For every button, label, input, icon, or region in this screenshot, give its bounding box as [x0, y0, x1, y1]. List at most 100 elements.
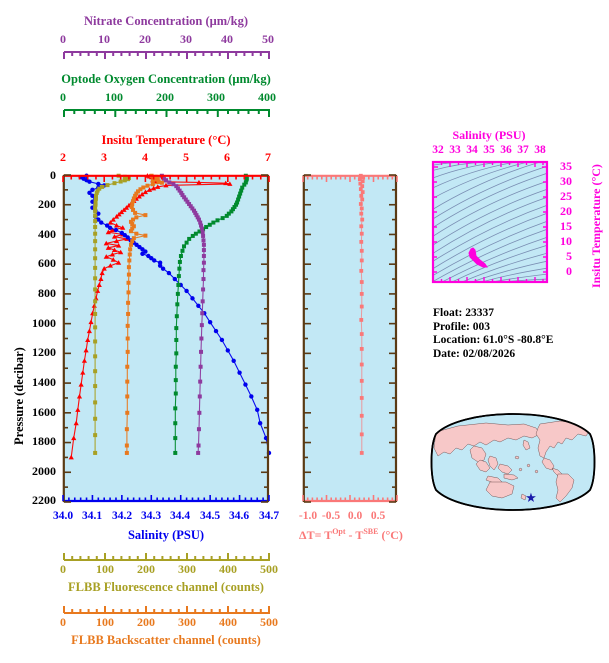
delta-t-tick-3: 0.5	[370, 510, 386, 522]
temperature-tick-0: 2	[60, 150, 66, 164]
salinity-tick-0: 34.0	[52, 510, 74, 522]
pressure-tick-10: 2000	[32, 464, 56, 478]
pressure-tick-3: 600	[38, 256, 56, 270]
delta-t-tick-0: -1.0	[298, 510, 318, 522]
temperature-axis-title: Insitu Temperature (°C)	[101, 133, 231, 147]
ts-temperature-title: Insitu Temperature (°C)	[589, 164, 603, 288]
temperature-tick-2: 4	[142, 150, 148, 164]
ts-salinity-tick-0: 32	[432, 144, 444, 156]
fluorescence-tick-labels: 0 100 200 300 400 500	[60, 562, 278, 578]
backscatter-axis-line	[63, 606, 270, 614]
delta-t-tick-labels: -1.0 -0.5 0.0 0.5	[299, 510, 397, 526]
ts-temperature-tick-labels: 35 30 25 20 15 10 5 0	[550, 159, 574, 283]
ts-salinity-tick-2: 34	[466, 144, 478, 156]
fluorescence-tick-1: 100	[96, 562, 114, 576]
ts-temperature-tick-0: 35	[560, 159, 572, 173]
series-fluorescence	[93, 173, 131, 455]
pressure-tick-8: 1600	[32, 405, 56, 419]
oxygen-axis-title: Optode Oxygen Concentration (μm/kg)	[61, 72, 271, 86]
nitrate-tick-labels: 0 10 20 30 40 50	[60, 32, 274, 48]
pressure-tick-11: 2200	[32, 493, 56, 507]
delta-t-title-part1: ΔT= T	[299, 528, 333, 542]
delta-t-plot	[303, 175, 397, 502]
fluorescence-tick-0: 0	[60, 562, 66, 576]
ts-temperature-tick-3: 20	[560, 204, 572, 218]
fluorescence-tick-2: 200	[137, 562, 155, 576]
salinity-tick-6: 34.6	[228, 510, 250, 522]
main-plot-frame	[62, 174, 270, 503]
ts-temperature-tick-4: 15	[560, 219, 572, 233]
pressure-tick-2: 400	[38, 227, 56, 241]
delta-t-overlay	[302, 173, 398, 503]
main-plot-overlay	[62, 173, 272, 503]
salinity-tick-1: 34.1	[81, 510, 103, 522]
temperature-tick-5: 7	[265, 150, 271, 164]
pressure-axis: Pressure (decibar) 0 200 400 600 800 100…	[0, 168, 63, 507]
pressure-tick-9: 1800	[32, 434, 56, 448]
pressure-tick-0: 0	[50, 168, 56, 182]
ts-temperature-tick-1: 30	[560, 174, 572, 188]
nitrate-tick-0: 0	[60, 32, 66, 46]
delta-t-axis-title: ΔT= TOpt - TSBE (°C)	[295, 527, 407, 543]
temperature-tick-labels: 2 3 4 5 6 7	[60, 150, 271, 166]
ts-temperature-tick-7: 0	[566, 264, 572, 278]
float-position-marker: ★	[525, 491, 537, 506]
pressure-tick-1: 200	[38, 197, 56, 211]
nitrate-tick-3: 30	[180, 32, 192, 46]
salinity-axis-title: Salinity (PSU)	[127, 528, 205, 542]
nitrate-axis-title: Nitrate Concentration (μm/kg)	[84, 14, 248, 28]
delta-t-title-mid: - T	[345, 528, 364, 542]
oxygen-tick-labels: 0 100 200 300 400	[60, 90, 276, 106]
temperature-tick-4: 6	[224, 150, 230, 164]
backscatter-tick-labels: 0 100 200 300 400 500	[60, 615, 278, 631]
world-map: ★	[430, 413, 596, 511]
backscatter-tick-4: 400	[219, 615, 237, 629]
fluorescence-tick-5: 500	[260, 562, 278, 576]
pressure-axis-title: Pressure (decibar)	[12, 347, 26, 445]
series-backscatter	[124, 173, 165, 455]
salinity-tick-5: 34.5	[199, 510, 221, 522]
series-oxygen	[173, 173, 249, 455]
series-nitrate	[159, 173, 206, 455]
backscatter-tick-0: 0	[60, 615, 66, 629]
delta-t-title-sup2: SBE	[363, 527, 379, 536]
ts-temperature-tick-6: 5	[566, 249, 572, 263]
nitrate-axis: Nitrate Concentration (μm/kg) 0 10 20 30…	[0, 14, 609, 70]
salinity-tick-4: 34.4	[169, 510, 191, 522]
salinity-axis: 34.0 34.1 34.2 34.3 34.4 34.5 34.6 34.7 …	[0, 502, 609, 548]
oxygen-tick-4: 400	[258, 90, 276, 104]
oxygen-tick-2: 200	[156, 90, 174, 104]
nitrate-axis-line	[63, 51, 270, 59]
ts-salinity-tick-4: 36	[500, 144, 512, 156]
salinity-tick-7: 34.7	[258, 510, 280, 522]
fluorescence-tick-3: 300	[178, 562, 196, 576]
svg-text:★: ★	[525, 491, 537, 506]
backscatter-tick-1: 100	[96, 615, 114, 629]
pressure-tick-7: 1400	[32, 375, 56, 389]
backscatter-axis: 0 100 200 300 400 500 FLBB Backscatter c…	[0, 603, 609, 653]
ts-diagram-canvas	[431, 160, 549, 284]
oxygen-axis: Optode Oxygen Concentration (μm/kg) 0 10…	[0, 72, 609, 128]
fluorescence-axis: 0 100 200 300 400 500 FLBB Fluorescence …	[0, 550, 609, 600]
pressure-tick-5: 1000	[32, 316, 56, 330]
series-delta-t	[357, 173, 366, 455]
salinity-tick-2: 34.2	[111, 510, 133, 522]
ts-salinity-tick-6: 38	[534, 144, 546, 156]
profile-number-label: Profile: 003	[433, 320, 490, 333]
salinity-tick-3: 34.3	[140, 510, 162, 522]
backscatter-axis-title: FLBB Backscatter channel (counts)	[71, 633, 261, 647]
temperature-tick-1: 3	[101, 150, 107, 164]
pressure-tick-6: 1200	[32, 345, 56, 359]
temperature-axis: Insitu Temperature (°C) 2 3 4 5 6 7	[0, 133, 609, 179]
delta-t-frame	[302, 174, 398, 503]
oxygen-axis-line	[63, 109, 270, 117]
oxygen-tick-0: 0	[60, 90, 66, 104]
ts-salinity-tick-3: 35	[483, 144, 495, 156]
nitrate-tick-1: 10	[98, 32, 110, 46]
ts-diagram: Salinity (PSU) 32 33 34 35 36 37 38	[420, 128, 605, 298]
date-label: Date: 02/08/2026	[433, 347, 516, 360]
main-profile-plot	[63, 175, 269, 502]
fluorescence-axis-title: FLBB Fluorescence channel (counts)	[68, 580, 264, 594]
float-info-block: Float: 23337 Profile: 003 Location: 61.0…	[433, 307, 553, 361]
delta-t-title-end: (°C)	[378, 528, 403, 542]
